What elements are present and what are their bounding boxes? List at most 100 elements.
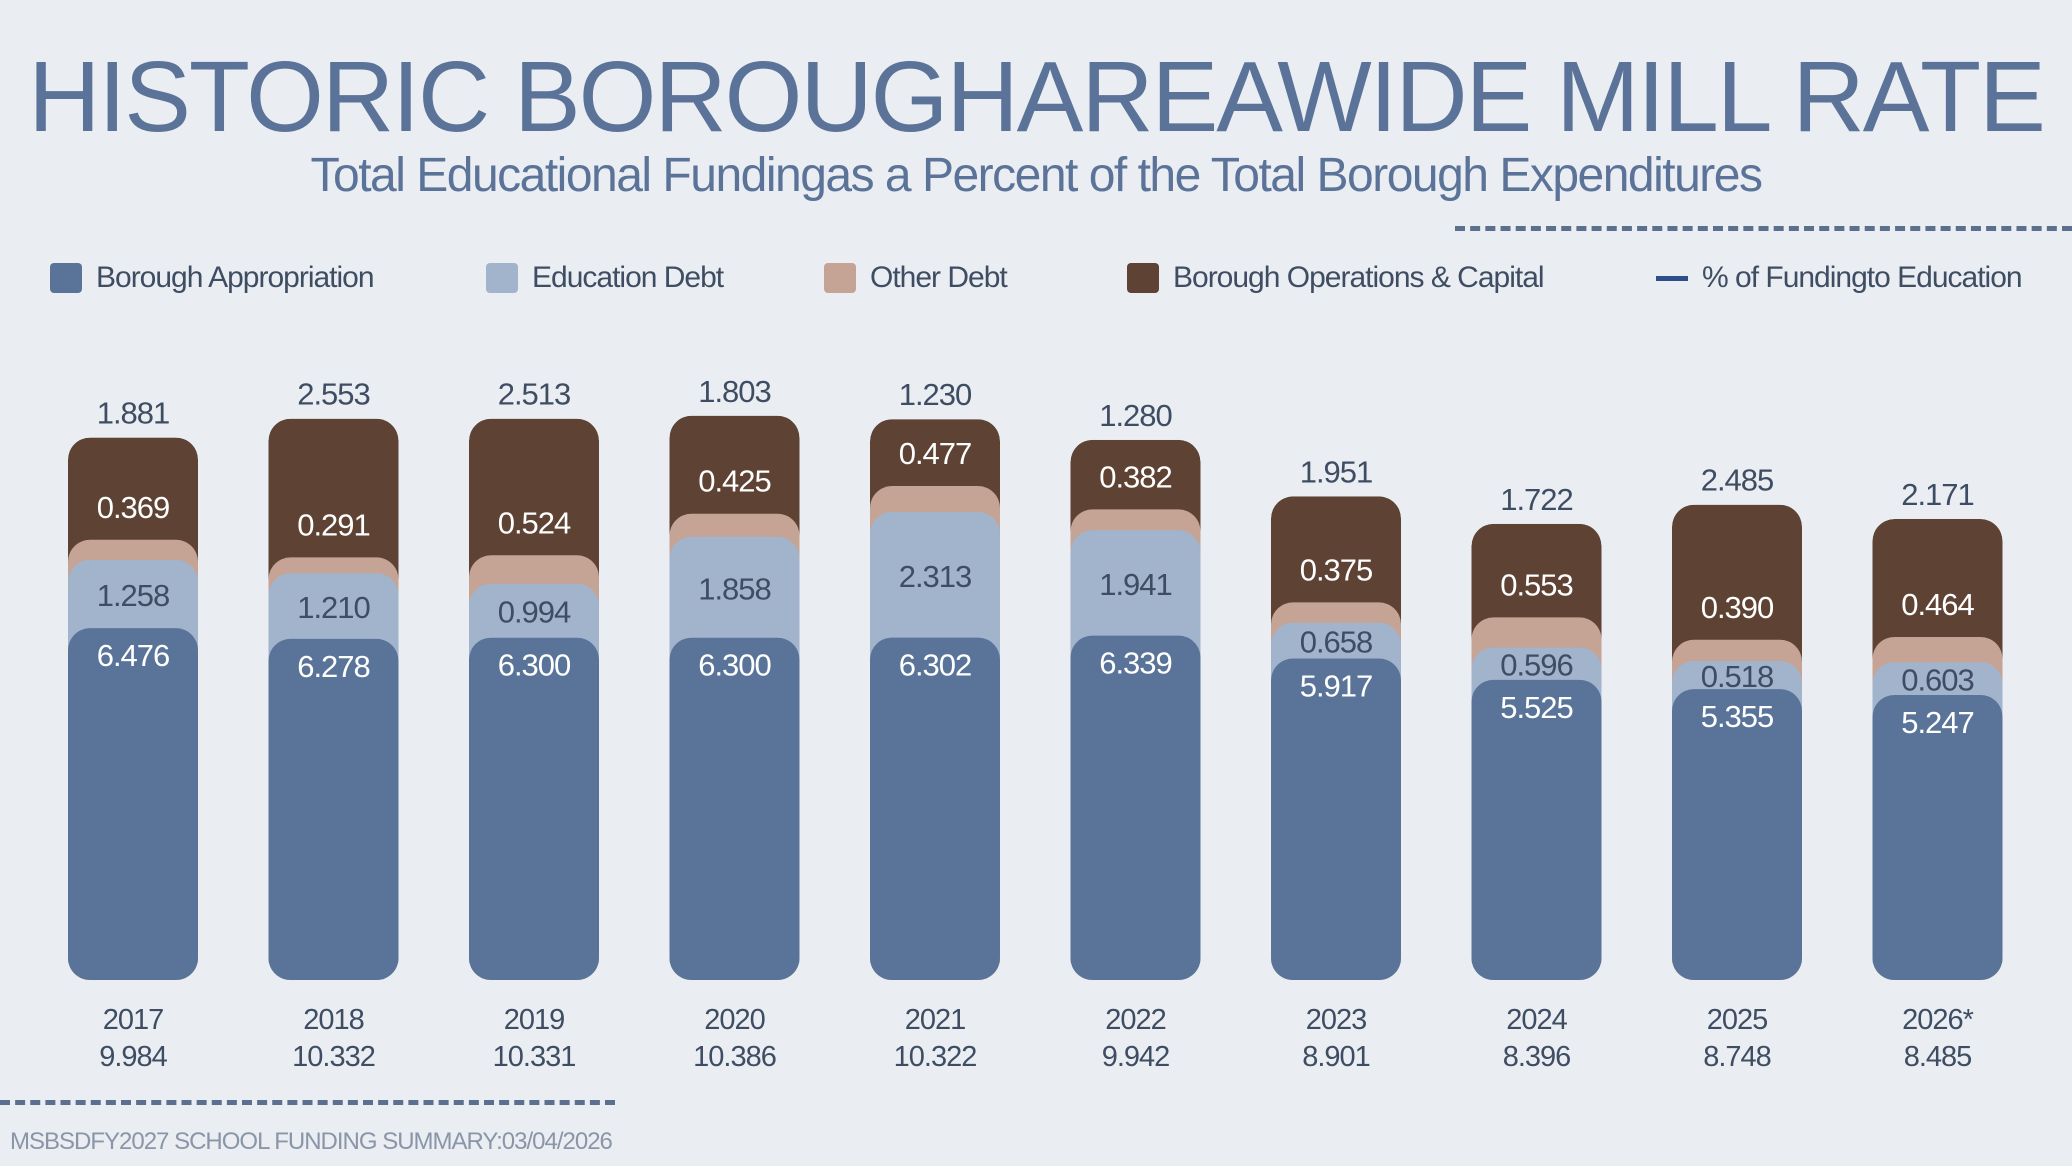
data-label-borough-appropriation: 6.476 [97, 638, 170, 673]
data-label-other-debt: 0.390 [1701, 590, 1774, 625]
top-dashed-divider [1455, 226, 2072, 231]
bar-stack-2021: 6.302 2.313 0.477 1.230 2021 10.322 [870, 377, 1000, 1073]
bar-segment-borough-appropriation [1271, 658, 1401, 980]
legend-item-other-debt: Other Debt [824, 258, 1008, 298]
total-label: 10.331 [493, 1041, 576, 1073]
total-label: 9.984 [99, 1041, 167, 1073]
bar-stack-2018: 6.278 1.210 0.291 2.553 2018 10.332 [268, 377, 399, 1073]
data-label-borough-appropriation: 6.339 [1099, 646, 1172, 681]
data-label-education-debt: 0.603 [1901, 663, 1974, 698]
data-label-borough-operations-capital: 1.230 [899, 377, 972, 412]
total-label: 9.942 [1102, 1041, 1170, 1073]
legend-line-percent-funding [1656, 275, 1688, 281]
x-tick-label: 2019 [504, 1004, 565, 1036]
footer-caption: MSBSDFY2027 SCHOOL FUNDING SUMMARY:03/04… [10, 1128, 613, 1155]
data-label-education-debt: 1.210 [297, 590, 370, 625]
total-label: 10.332 [292, 1041, 375, 1073]
x-tick-label: 2017 [103, 1004, 164, 1036]
data-label-education-debt: 0.994 [498, 595, 571, 630]
data-label-borough-appropriation: 5.525 [1500, 690, 1573, 725]
bar-segment-borough-appropriation [1070, 635, 1201, 981]
bar-segment-borough-appropriation [1471, 679, 1602, 980]
legend-item-education-debt: Education Debt [486, 258, 724, 298]
x-tick-label: 2022 [1105, 1004, 1166, 1036]
data-label-borough-operations-capital: 2.171 [1901, 477, 1974, 512]
bar-stack-2024: 5.525 0.596 0.553 1.722 2024 8.396 [1471, 482, 1602, 1073]
data-label-other-debt: 0.553 [1500, 567, 1573, 602]
bar-segment-borough-appropriation [1872, 694, 2003, 980]
data-label-education-debt: 1.941 [1099, 567, 1172, 602]
x-tick-label: 2020 [704, 1004, 765, 1036]
data-label-borough-appropriation: 5.247 [1901, 705, 1974, 740]
x-tick-label: 2018 [303, 1004, 364, 1036]
data-label-borough-operations-capital: 1.881 [97, 396, 170, 431]
legend-swatch-other-debt [824, 263, 856, 293]
total-label: 8.485 [1904, 1041, 1972, 1073]
data-label-borough-appropriation: 5.917 [1300, 669, 1373, 704]
data-label-education-debt: 0.518 [1701, 659, 1774, 694]
chart-subtitle: Total Educational Fundingas a Percent of… [310, 149, 1763, 202]
bar-segment-borough-appropriation [68, 628, 198, 981]
legend-swatch-borough-operations [1127, 263, 1159, 293]
data-label-borough-operations-capital: 2.553 [297, 377, 370, 412]
data-label-borough-appropriation: 6.302 [899, 648, 972, 683]
x-tick-label: 2026* [1902, 1004, 1974, 1036]
chart-title: HISTORIC BOROUGHAREAWIDE MILL RATE [28, 41, 2046, 153]
data-label-borough-operations-capital: 2.485 [1701, 463, 1774, 498]
data-label-other-debt: 0.382 [1099, 459, 1172, 494]
bar-stack-2025: 5.355 0.518 0.390 2.485 2025 8.748 [1672, 463, 1802, 1073]
total-label: 10.386 [693, 1041, 776, 1073]
data-label-education-debt: 0.658 [1300, 625, 1373, 660]
data-label-other-debt: 0.425 [698, 464, 771, 499]
data-label-other-debt: 0.477 [899, 436, 972, 471]
bar-stack-2020: 6.300 1.858 0.425 1.803 2020 10.386 [669, 374, 800, 1073]
legend-label: Borough Operations & Capital [1173, 261, 1545, 294]
bar-segment-borough-appropriation [469, 637, 599, 981]
data-label-education-debt: 0.596 [1500, 648, 1573, 683]
data-label-borough-operations-capital: 1.722 [1500, 482, 1573, 517]
data-label-other-debt: 0.369 [97, 490, 170, 525]
bar-stack-2022: 6.339 1.941 0.382 1.280 2022 9.942 [1070, 398, 1201, 1073]
total-label: 8.901 [1302, 1041, 1370, 1073]
legend-swatch-borough-appropriation [50, 263, 82, 293]
x-tick-label: 2021 [905, 1004, 966, 1036]
legend-item-borough-appropriation: Borough Appropriation [50, 258, 375, 298]
x-tick-label: 2024 [1506, 1004, 1567, 1036]
bar-segment-borough-appropriation [268, 638, 399, 981]
legend-item-percent-funding: % of Fundingto Education [1656, 258, 2023, 298]
legend-label: Education Debt [532, 261, 724, 294]
data-label-other-debt: 0.524 [498, 505, 571, 540]
bar-stack-2023: 5.917 0.658 0.375 1.951 2023 8.901 [1271, 454, 1401, 1073]
bar-stack-2019: 6.300 0.994 0.524 2.513 2019 10.331 [469, 377, 599, 1073]
bar-stack-2017: 6.476 1.258 0.369 1.881 2017 9.984 [68, 396, 198, 1073]
bottom-dashed-divider [0, 1100, 615, 1105]
data-label-education-debt: 1.858 [698, 571, 771, 606]
data-label-education-debt: 1.258 [97, 578, 170, 613]
data-label-other-debt: 0.375 [1300, 552, 1373, 587]
data-label-education-debt: 2.313 [899, 559, 972, 594]
total-label: 10.322 [894, 1041, 977, 1073]
x-tick-label: 2025 [1707, 1004, 1768, 1036]
data-label-borough-appropriation: 6.300 [498, 648, 571, 683]
legend-label: Borough Appropriation [96, 261, 375, 294]
data-label-borough-operations-capital: 1.951 [1300, 454, 1373, 489]
legend-label: Other Debt [870, 261, 1008, 294]
data-label-other-debt: 0.464 [1901, 587, 1974, 622]
bar-stack-2026: 5.247 0.603 0.464 2.171 2026* 8.485 [1872, 477, 2003, 1073]
data-label-borough-operations-capital: 1.280 [1099, 398, 1172, 433]
total-label: 8.748 [1703, 1041, 1771, 1073]
bar-segment-borough-appropriation [669, 637, 800, 981]
total-label: 8.396 [1503, 1041, 1571, 1073]
bar-segment-borough-appropriation [1672, 689, 1802, 980]
data-label-borough-operations-capital: 1.803 [698, 374, 771, 409]
legend-label: % of Fundingto Education [1702, 261, 2023, 294]
data-label-borough-operations-capital: 2.513 [498, 377, 571, 412]
data-label-other-debt: 0.291 [297, 507, 370, 542]
data-label-borough-appropriation: 5.355 [1701, 699, 1774, 734]
legend-swatch-education-debt [486, 263, 518, 293]
bar-segment-borough-appropriation [870, 637, 1000, 980]
data-label-borough-appropriation: 6.300 [698, 648, 771, 683]
data-label-borough-appropriation: 6.278 [297, 649, 370, 684]
x-tick-label: 2023 [1306, 1004, 1367, 1036]
